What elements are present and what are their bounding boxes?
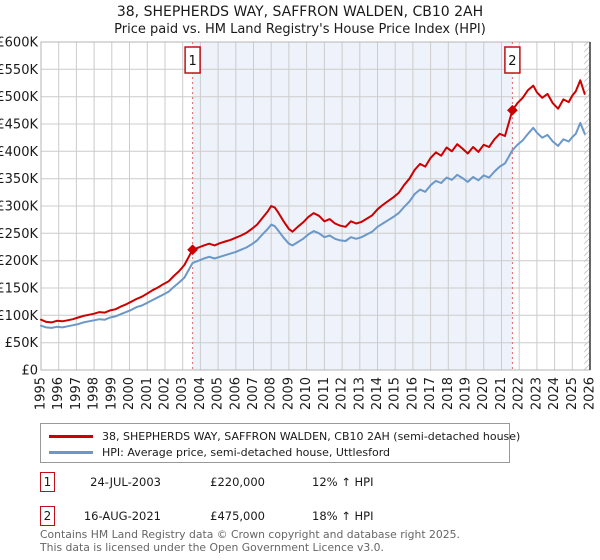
legend-item-hpi: HPI: Average price, semi-detached house,… <box>49 444 509 460</box>
svg-text:£200K: £200K <box>0 254 38 269</box>
svg-text:2002: 2002 <box>158 377 173 410</box>
price-chart: 1 2 £0 £50K £100K £150K £200K £250K £300K £350K £4… <box>0 36 598 411</box>
svg-text:£300K: £300K <box>0 200 38 215</box>
price-paid-line-swatch <box>49 434 93 438</box>
svg-text:2017: 2017 <box>423 377 438 410</box>
svg-text:2021: 2021 <box>494 377 509 410</box>
svg-text:£250K: £250K <box>0 227 38 242</box>
transaction-price: £475,000 <box>210 509 265 523</box>
svg-text:£100K: £100K <box>0 309 38 324</box>
svg-text:£0: £0 <box>21 364 38 379</box>
footer-line: Contains HM Land Registry data © Crown c… <box>40 528 460 541</box>
footer-line: This data is licensed under the Open Gov… <box>40 540 384 554</box>
svg-text:2000: 2000 <box>122 377 137 410</box>
x-axis-labels: 1995 1996 1997 1998 1999 2000 2001 2002 2003 2004… <box>34 377 598 410</box>
svg-text:1995: 1995 <box>34 377 49 410</box>
svg-text:2014: 2014 <box>370 377 385 410</box>
marker-1-badge: 1 <box>40 472 55 492</box>
svg-text:2001: 2001 <box>140 377 155 410</box>
svg-text:1997: 1997 <box>69 377 84 410</box>
svg-text:£500K: £500K <box>0 90 38 105</box>
svg-text:£550K: £550K <box>0 63 38 78</box>
svg-text:2025: 2025 <box>565 377 580 410</box>
legend-item-price-paid: 38, SHEPHERDS WAY, SAFFRON WALDEN, CB10 … <box>49 428 520 444</box>
svg-text:2012: 2012 <box>335 377 350 410</box>
transaction-row: 2 16-AUG-2021 £475,000 18% ↑ HPI <box>0 506 600 527</box>
svg-text:2008: 2008 <box>264 377 279 410</box>
price-paid-line <box>40 79 586 324</box>
svg-text:£150K: £150K <box>0 282 38 297</box>
svg-text:2016: 2016 <box>405 377 420 410</box>
marker-1-flag <box>184 46 201 74</box>
legend-label: 38, SHEPHERDS WAY, SAFFRON WALDEN, CB10 … <box>102 429 521 443</box>
svg-text:2007: 2007 <box>246 377 261 410</box>
svg-text:2011: 2011 <box>317 377 332 410</box>
svg-text:2005: 2005 <box>211 377 226 410</box>
hpi-line-swatch <box>49 450 93 454</box>
svg-text:2009: 2009 <box>281 377 296 410</box>
svg-text:2013: 2013 <box>352 377 367 410</box>
marker-2-flag <box>504 46 521 74</box>
transaction-hpi-change: 18% ↑ HPI <box>312 509 374 523</box>
svg-text:1999: 1999 <box>104 377 119 410</box>
legend-label: HPI: Average price, semi-detached house,… <box>102 445 391 459</box>
svg-text:£400K: £400K <box>0 145 38 160</box>
svg-text:2015: 2015 <box>388 377 403 410</box>
hpi-line <box>40 121 586 329</box>
svg-text:£600K: £600K <box>0 36 38 51</box>
transaction-date: 24-JUL-2003 <box>90 475 161 489</box>
transaction-price: £220,000 <box>210 475 265 489</box>
svg-text:2024: 2024 <box>547 377 562 410</box>
svg-text:£50K: £50K <box>5 336 39 351</box>
transaction-hpi-change: 12% ↑ HPI <box>312 475 374 489</box>
svg-text:2003: 2003 <box>175 377 190 410</box>
transaction-date: 16-AUG-2021 <box>83 509 161 523</box>
svg-text:£350K: £350K <box>0 172 38 187</box>
svg-text:£450K: £450K <box>0 118 38 133</box>
svg-text:2026: 2026 <box>583 377 598 410</box>
svg-text:2010: 2010 <box>299 377 314 410</box>
marker-2-badge: 2 <box>40 506 55 526</box>
svg-text:2: 2 <box>508 54 516 69</box>
svg-text:1996: 1996 <box>51 377 66 410</box>
svg-text:1: 1 <box>188 54 196 69</box>
chart-title: 38, SHEPHERDS WAY, SAFFRON WALDEN, CB10 … <box>116 4 484 20</box>
sale-point-1 <box>187 244 198 256</box>
chart-subtitle: Price paid vs. HM Land Registry's House … <box>114 22 486 37</box>
transaction-row: 1 24-JUL-2003 £220,000 12% ↑ HPI <box>0 472 600 493</box>
y-axis-labels: £0 £50K £100K £150K £200K £250K £300K £350K £400… <box>0 36 38 379</box>
svg-text:2006: 2006 <box>228 377 243 410</box>
svg-text:2019: 2019 <box>459 377 474 410</box>
svg-text:1998: 1998 <box>87 377 102 410</box>
svg-text:2020: 2020 <box>476 377 491 410</box>
svg-text:2018: 2018 <box>441 377 456 410</box>
chart-legend: 38, SHEPHERDS WAY, SAFFRON WALDEN, CB10 … <box>40 423 520 463</box>
svg-text:2004: 2004 <box>193 377 208 410</box>
license-footer: Contains HM Land Registry data © Crown c… <box>40 528 460 554</box>
svg-text:2022: 2022 <box>512 377 527 410</box>
svg-text:2023: 2023 <box>529 377 544 410</box>
